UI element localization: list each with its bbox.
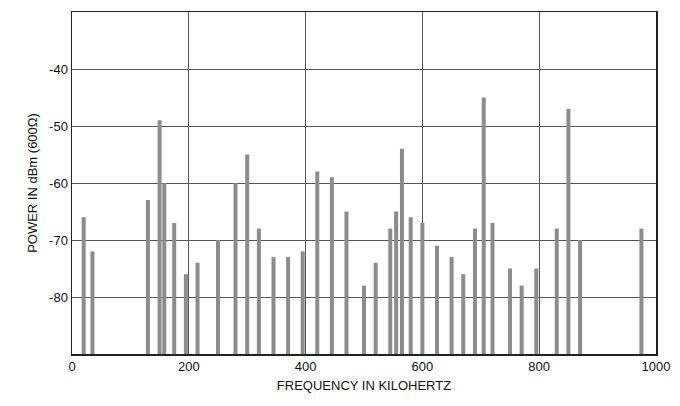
svg-text:FREQUENCY IN KILOHERTZ: FREQUENCY IN KILOHERTZ	[277, 378, 451, 393]
svg-text:-80: -80	[49, 290, 68, 305]
svg-text:1000: 1000	[642, 359, 671, 374]
svg-text:POWER IN dBm (600Ω): POWER IN dBm (600Ω)	[25, 113, 40, 253]
svg-text:0: 0	[68, 359, 75, 374]
svg-text:-50: -50	[49, 119, 68, 134]
svg-text:-60: -60	[49, 176, 68, 191]
svg-text:-40: -40	[49, 62, 68, 77]
svg-text:-70: -70	[49, 233, 68, 248]
svg-text:200: 200	[178, 359, 200, 374]
svg-text:600: 600	[412, 359, 434, 374]
svg-text:400: 400	[295, 359, 317, 374]
svg-text:800: 800	[528, 359, 550, 374]
